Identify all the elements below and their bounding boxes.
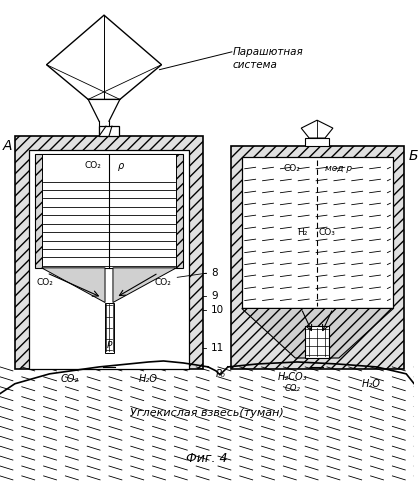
Text: 8: 8 [211,268,218,278]
Bar [35,154,184,268]
Text: CO₂: CO₂ [155,278,171,287]
Text: Углекислая взвесь(туман): Углекислая взвесь(туман) [130,408,284,418]
Bar [105,302,114,353]
Text: система: система [233,60,278,70]
Polygon shape [46,15,161,100]
Text: 10: 10 [211,306,224,316]
Text: CO₃: CO₃ [319,228,335,237]
Text: H₂: H₂ [297,228,307,237]
Text: 9: 9 [211,290,218,300]
Bar [42,154,176,268]
Bar [305,138,329,146]
Text: CO₂: CO₂ [60,374,79,384]
Bar [231,146,404,369]
Bar [15,136,203,369]
Polygon shape [242,308,393,358]
Text: Фиг. 4: Фиг. 4 [186,452,228,464]
Text: CO₂: CO₂ [284,164,301,173]
Text: H₂O: H₂O [139,374,158,384]
Text: P₀: P₀ [216,369,226,379]
Polygon shape [42,268,105,302]
Text: Парашютная: Парашютная [233,47,303,57]
Polygon shape [113,268,176,302]
Bar [305,326,329,358]
Polygon shape [301,120,333,138]
Bar [99,126,119,136]
Bar [29,150,189,369]
Text: H₂O: H₂O [362,379,381,389]
Text: Б: Б [408,149,418,163]
Text: мод р: мод р [325,164,352,173]
Text: ρ: ρ [118,161,124,171]
Text: 11: 11 [211,343,224,353]
Text: А: А [3,139,12,153]
Text: CO₂: CO₂ [284,384,300,393]
Bar [242,157,393,308]
Text: P: P [106,340,112,349]
Text: CO₂: CO₂ [85,162,102,170]
Text: H₂CO₃: H₂CO₃ [278,372,307,382]
Text: CO₂: CO₂ [37,278,54,287]
